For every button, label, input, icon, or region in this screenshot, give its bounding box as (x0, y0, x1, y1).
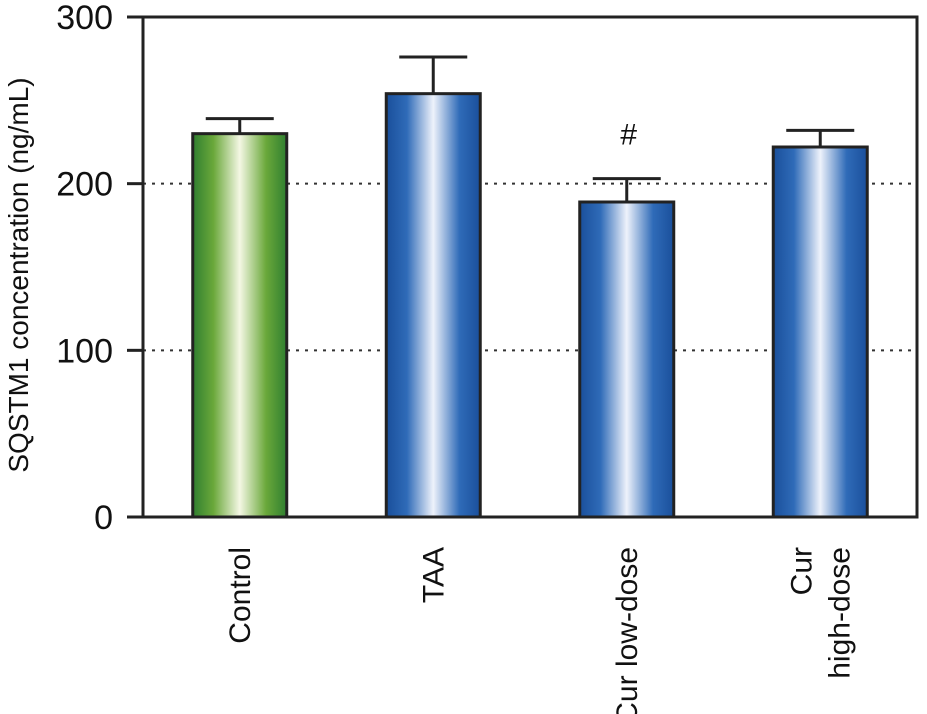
bar-0 (191, 132, 289, 519)
bars (191, 92, 869, 519)
error-bars (205, 55, 855, 202)
annotation-2: # (620, 119, 637, 152)
x-tick-label-3-0: Cur (785, 547, 818, 595)
y-axis-ticks (127, 15, 143, 519)
y-tick-label-0: 0 (94, 499, 113, 537)
plot-frame (141, 15, 919, 519)
y-axis-title: SQSTM1 concentration (ng/mL) (3, 77, 34, 472)
x-tick-label-3-1: high-dose (823, 547, 856, 679)
bar-1 (384, 92, 482, 519)
annotations: # (620, 119, 637, 152)
bar-2 (578, 200, 676, 519)
x-tick-label-0-0: Control (224, 547, 257, 644)
bar-3 (771, 145, 869, 519)
y-tick-labels: 0 100 200 300 (56, 0, 113, 537)
x-tick-labels: Control TAA Cur low-dose Cur high-dose (224, 547, 857, 714)
y-tick-label-100: 100 (56, 332, 113, 370)
y-tick-label-200: 200 (56, 166, 113, 204)
y-tick-label-300: 300 (56, 0, 113, 37)
x-tick-label-2-0: Cur low-dose (611, 547, 644, 714)
x-tick-label-1-0: TAA (417, 547, 450, 603)
